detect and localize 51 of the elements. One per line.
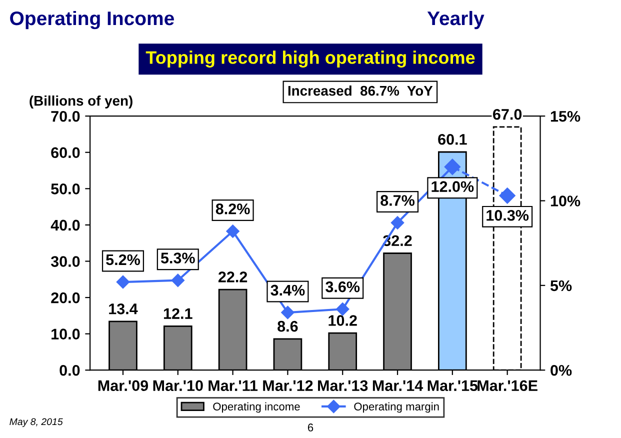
y-tick-label: 70.0 (51, 110, 80, 122)
data-label: 5.3% (160, 252, 195, 264)
y-tick-label: 50.0 (51, 184, 80, 194)
x-tick-label: Mar.'15 (428, 380, 478, 392)
y2-tick-label: 10% (550, 196, 580, 206)
y-tick-label: 40.0 (50, 220, 80, 231)
point (226, 224, 240, 238)
point (390, 216, 404, 230)
x-tick-label: Mar.'10 (153, 380, 203, 392)
chart-title: Operating Income (10, 10, 174, 30)
data-label: 22.2 (218, 272, 248, 282)
y-tick-label: 30.0 (50, 256, 80, 267)
x-tick-label: Mar.'09 (98, 380, 148, 392)
legend-label: Operating margin (354, 402, 439, 413)
point (171, 274, 184, 287)
point (336, 302, 350, 316)
data-label: 8.2% (216, 204, 250, 214)
point (281, 306, 294, 320)
text: 6 (308, 424, 314, 432)
text: May 8, 2015 (10, 418, 63, 428)
data-label: 3.6% (326, 281, 360, 292)
chart-subtitle: Topping record high operating income (146, 50, 475, 68)
data-label: 60.1 (438, 134, 467, 145)
legend-label: Operating income (213, 402, 300, 413)
y-axis-title: (Billions of yen) (30, 96, 132, 108)
data-label: 67.0 (493, 108, 522, 120)
x-tick-label: Mar.'13 (318, 380, 368, 392)
x-tick-label: Mar.'11 (208, 380, 258, 392)
point (499, 188, 516, 204)
data-label: 12.1 (164, 308, 192, 319)
x-tick-label: Mar.'12 (263, 380, 313, 392)
x-tick-label: Mar.'14 (372, 380, 424, 392)
y-tick-label: 0.0 (60, 364, 80, 376)
data-label: 12.0% (432, 181, 474, 192)
data-label: 10.2 (328, 315, 357, 326)
y2-tick-label: 15% (550, 110, 580, 122)
text: Yearly (427, 10, 484, 30)
data-label: 10.3% (486, 210, 529, 221)
data-label: 13.4 (109, 303, 138, 314)
data-label: 8.6 (278, 320, 298, 332)
data-label: 8.7% (380, 195, 415, 206)
data-label: 3.4% (270, 284, 305, 296)
y2-tick-label: 5% (550, 280, 572, 292)
y-tick-label: 60.0 (51, 147, 80, 158)
data-label: 5.2% (106, 254, 140, 266)
x-tick-label: Mar.'16E (478, 380, 538, 392)
y2-tick-label: 0% (550, 364, 572, 376)
point (116, 275, 130, 289)
text: Increased 86.7% YoY (288, 86, 433, 96)
y-tick-label: 20.0 (51, 292, 80, 304)
y-tick-label: 10.0 (52, 328, 80, 340)
